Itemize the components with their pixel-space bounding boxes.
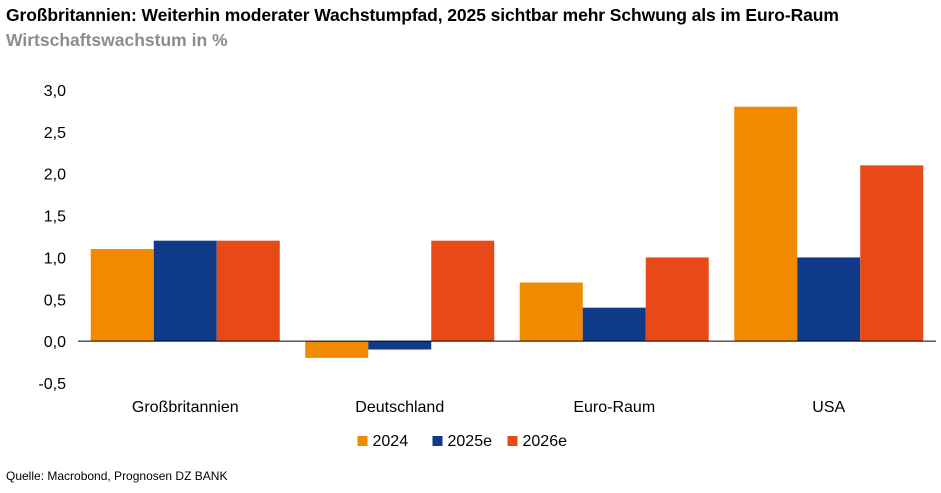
bar [368, 341, 432, 350]
legend-swatch [357, 436, 368, 446]
bar [582, 307, 646, 342]
chart-title: Großbritannien: Weiterhin moderater Wach… [6, 5, 839, 25]
bar [645, 257, 709, 342]
legend-swatch [507, 436, 518, 446]
y-tick-label: 0,0 [44, 334, 66, 351]
source-note: Quelle: Macrobond, Prognosen DZ BANK [6, 469, 228, 483]
y-tick-label: 0,5 [44, 292, 66, 309]
bar [153, 240, 217, 342]
y-axis: -0,5 0,0 0,5 1,0 1,5 2,0 2,5 3,0 [38, 83, 66, 393]
bar [305, 341, 369, 358]
x-category-label: Deutschland [355, 399, 444, 416]
x-category-label: Großbritannien [132, 399, 239, 416]
y-tick-label: -0,5 [38, 376, 66, 393]
chart-subtitle: Wirtschaftswachstum in % [6, 30, 228, 50]
y-tick-label: 1,0 [44, 250, 66, 267]
y-tick-label: 2,0 [44, 167, 66, 184]
legend-label: 2026e [523, 433, 568, 450]
legend-label: 2025e [448, 433, 493, 450]
y-tick-label: 2,5 [44, 125, 66, 142]
y-tick-label: 1,5 [44, 209, 66, 226]
bars [90, 106, 924, 358]
x-category-label: USA [812, 399, 845, 416]
bar [797, 257, 861, 342]
y-tick-label: 3,0 [44, 83, 66, 100]
legend: 2024 2025e 2026e [357, 433, 568, 450]
bar [216, 240, 280, 342]
legend-swatch [432, 436, 443, 446]
x-axis: Großbritannien Deutschland Euro-Raum USA [132, 399, 846, 416]
bar [860, 165, 924, 342]
bar [90, 249, 154, 342]
bar [431, 240, 495, 342]
x-category-label: Euro-Raum [573, 399, 655, 416]
bar [734, 106, 798, 342]
legend-label: 2024 [373, 433, 409, 450]
bar [519, 282, 583, 342]
